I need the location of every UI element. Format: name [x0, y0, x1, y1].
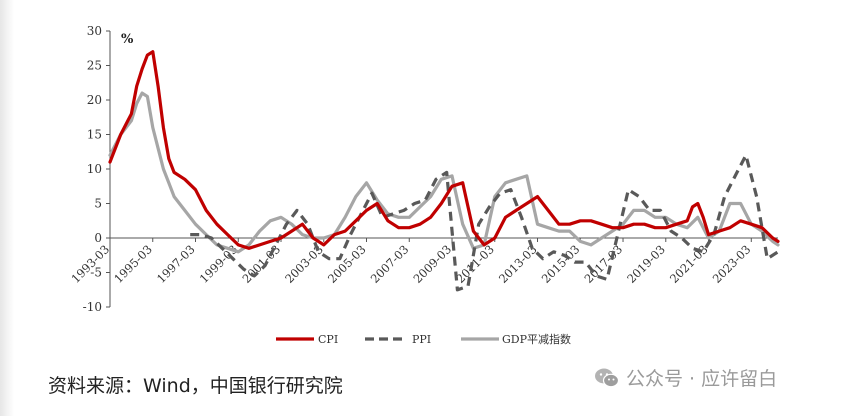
- legend-label: GDP平减指数: [502, 332, 571, 346]
- source-note: 资料来源：Wind，中国银行研究院: [48, 375, 343, 397]
- legend-label: PPI: [412, 333, 431, 346]
- series-line-ppi: [190, 153, 779, 292]
- line-chart: 30 25 20 15 10 5 0 -5 -10 1993-03 1995-03 1997-03 1…: [68, 24, 780, 346]
- x-tick-label: 2013-03: [496, 242, 540, 286]
- x-tick-label: 2005-03: [325, 242, 369, 286]
- watermark: 公众号 · 应许留白: [594, 364, 777, 391]
- y-tick-label: 20: [87, 93, 102, 107]
- y-tick-label: 15: [87, 128, 102, 142]
- x-tick-label: 1997-03: [154, 242, 198, 286]
- x-tick-label: 2021-03: [667, 242, 711, 286]
- y-tick-label: 5: [94, 197, 102, 211]
- x-tick-label: 2007-03: [368, 242, 412, 286]
- watermark-label: 公众号 · 应许留白: [626, 368, 778, 390]
- wechat-icon: [595, 368, 620, 387]
- series-line-cpi: [108, 50, 780, 250]
- y-tick-label: -5: [90, 266, 102, 280]
- legend: CPI PPI GDP平减指数: [276, 332, 571, 346]
- y-tick-label: 10: [87, 162, 102, 176]
- y-tick-label: -10: [83, 300, 102, 314]
- unit-label: %: [121, 32, 134, 47]
- x-tick-label: 1995-03: [111, 242, 155, 286]
- x-tick-label: 2023-03: [710, 242, 754, 286]
- series-layer: [108, 50, 780, 292]
- x-tick-label: 2019-03: [624, 242, 668, 286]
- legend-label: CPI: [318, 333, 338, 346]
- x-tick-label: 2015-03: [539, 242, 583, 286]
- y-axis: 30 25 20 15 10 5 0 -5 -10: [83, 24, 111, 314]
- x-axis: 1993-03 1995-03 1997-03 1999-03 2001-03 2003-…: [68, 237, 778, 286]
- left-edge-shade: [0, 0, 14, 416]
- x-tick-label: 2009-03: [410, 242, 454, 286]
- y-tick-label: 0: [94, 231, 102, 245]
- y-tick-label: 30: [87, 24, 102, 38]
- x-tick-label: 2003-03: [282, 242, 326, 286]
- y-tick-label: 25: [87, 59, 102, 73]
